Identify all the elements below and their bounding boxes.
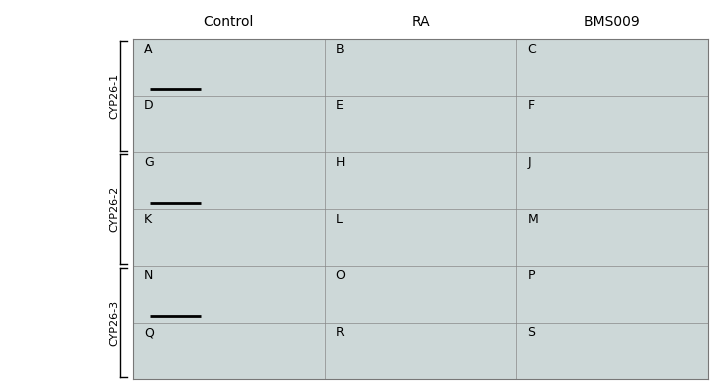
Text: CYP26-2: CYP26-2 (109, 186, 119, 232)
Text: M: M (527, 213, 538, 226)
Text: Control: Control (203, 15, 254, 29)
Text: N: N (144, 269, 153, 282)
Text: Q: Q (144, 326, 154, 339)
Text: RA: RA (411, 15, 430, 29)
Text: R: R (336, 326, 344, 339)
Text: H: H (336, 156, 345, 169)
Text: C: C (527, 43, 536, 56)
Text: D: D (144, 99, 154, 112)
Text: CYP26-1: CYP26-1 (109, 73, 119, 119)
Text: L: L (336, 213, 343, 226)
Text: E: E (336, 99, 344, 112)
Text: O: O (336, 269, 346, 282)
Text: F: F (527, 99, 534, 112)
Text: P: P (527, 269, 535, 282)
Text: G: G (144, 156, 154, 169)
Text: S: S (527, 326, 536, 339)
Text: J: J (527, 156, 531, 169)
Text: B: B (336, 43, 344, 56)
Text: K: K (144, 213, 152, 226)
Text: BMS009: BMS009 (584, 15, 641, 29)
Text: A: A (144, 43, 152, 56)
Text: CYP26-3: CYP26-3 (109, 300, 119, 346)
